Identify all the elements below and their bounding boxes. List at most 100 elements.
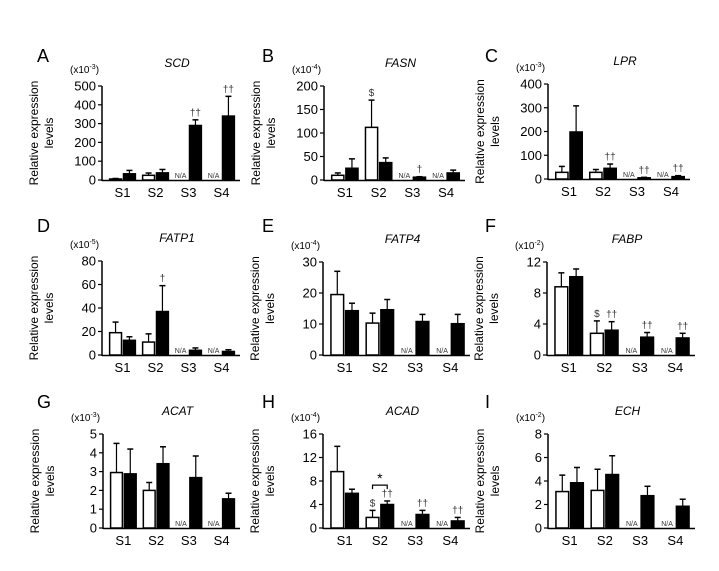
y-tick-label: 16 (303, 427, 317, 442)
x-tick-label: S1 (115, 533, 131, 548)
bar-filled (569, 275, 584, 356)
x-tick-label: S2 (148, 533, 164, 548)
y-tick-label: 0 (310, 521, 317, 536)
y-tick-label: 60 (82, 277, 96, 292)
bar-open (365, 516, 380, 529)
y-tick-label: 200 (520, 124, 542, 139)
y-tick-label: 5 (90, 427, 97, 442)
y-tick-label: 150 (296, 102, 318, 117)
x-tick-label: S2 (148, 360, 164, 375)
panel-letter: D (37, 216, 50, 236)
x-tick-label: S2 (596, 360, 612, 375)
y-tick-label: 0 (535, 172, 542, 187)
na-label: N/A (623, 172, 635, 179)
significance-mark: †† (639, 165, 650, 176)
panel-title: ACAT (161, 404, 195, 418)
y-tick-label: 10 (303, 317, 317, 332)
y-axis-label: levels (42, 293, 56, 324)
y-tick-label: 30 (303, 255, 317, 270)
y-tick-label: 400 (520, 77, 542, 92)
bar-open (555, 171, 569, 180)
x-tick-label: S4 (214, 533, 230, 548)
panel-letter: G (37, 392, 51, 412)
y-axis-label: Relative expression (473, 429, 487, 534)
y-tick-label: 6 (535, 450, 542, 465)
bar-open (108, 178, 123, 181)
x-tick-label: S1 (561, 184, 577, 199)
y-tick-label: 100 (74, 154, 96, 169)
bar-filled (605, 473, 620, 529)
panel-letter: B (262, 46, 274, 66)
scale-label: (x10-4) (291, 240, 320, 252)
bar-filled (446, 172, 461, 181)
panel-title: ECH (615, 404, 641, 418)
bar-filled (189, 476, 203, 529)
bar-filled (156, 462, 170, 529)
panel-title: FASN (385, 56, 416, 70)
bar-filled (221, 350, 236, 356)
x-tick-label: S2 (597, 533, 613, 548)
bar-filled (123, 473, 137, 529)
y-axis-label: levels (263, 293, 277, 324)
y-axis-label: levels (488, 116, 502, 147)
x-tick-label: S2 (371, 185, 387, 200)
y-axis-label: Relative expression (248, 429, 262, 534)
panel-letter: F (485, 216, 496, 236)
bar-open (109, 471, 124, 529)
y-axis-label: levels (264, 118, 278, 149)
significance-mark: $ (369, 88, 375, 99)
y-tick-label: 100 (296, 126, 318, 141)
x-tick-label: S4 (442, 360, 458, 375)
scale-label: (x10-4) (291, 412, 320, 424)
y-axis-label: levels (488, 466, 502, 497)
bar-filled (675, 337, 690, 356)
bar-filled (450, 322, 465, 356)
x-tick-label: S4 (442, 533, 458, 548)
y-axis-label: levels (43, 466, 57, 497)
y-tick-label: 8 (534, 286, 541, 301)
x-tick-label: S3 (632, 360, 648, 375)
y-tick-label: 0 (89, 173, 96, 188)
bar-open (589, 332, 604, 356)
na-label: N/A (436, 521, 448, 528)
y-tick-label: 0 (535, 521, 542, 536)
y-axis-label: Relative expression (27, 81, 41, 186)
na-label: N/A (208, 173, 220, 180)
bar-filled (603, 167, 617, 180)
panel-a: A SCD (x10-3) Relative expression levels 0 100… (27, 46, 240, 200)
y-axis-label: levels (487, 293, 501, 324)
bar-filled (188, 124, 203, 181)
na-label: N/A (401, 521, 413, 528)
bar-filled (450, 520, 465, 529)
bar-open (554, 286, 569, 356)
scale-label: (x10-2) (516, 412, 545, 424)
x-tick-label: S4 (667, 360, 683, 375)
x-tick-label: S4 (214, 360, 230, 375)
significance-mark: †† (452, 505, 463, 516)
x-tick-label: S4 (214, 185, 230, 200)
na-label: N/A (398, 173, 410, 180)
na-label: N/A (401, 348, 413, 355)
na-label: N/A (661, 521, 673, 528)
bar-open (330, 293, 345, 356)
na-label: N/A (626, 521, 638, 528)
x-tick-label: S3 (632, 533, 648, 548)
panel-c: C LPR (x10-3) Relative expression levels 0 100… (473, 46, 690, 199)
na-label: N/A (208, 348, 220, 355)
y-tick-label: 4 (534, 317, 541, 332)
panel-f: F FABP (x10-2) Relative expression levels 0 4 8… (472, 216, 695, 375)
significance-mark: †† (677, 321, 688, 332)
na-label: N/A (661, 348, 673, 355)
y-tick-label: 4 (310, 497, 317, 512)
x-tick-label: S4 (663, 184, 679, 199)
bar-filled (569, 131, 583, 180)
na-label: N/A (626, 348, 638, 355)
na-label: N/A (432, 173, 444, 180)
x-tick-label: S2 (595, 184, 611, 199)
y-tick-label: 2 (90, 483, 97, 498)
x-tick-label: S2 (148, 185, 164, 200)
y-axis-label: Relative expression (473, 79, 487, 184)
significance-mark: †† (606, 310, 617, 321)
x-tick-label: S4 (438, 185, 454, 200)
